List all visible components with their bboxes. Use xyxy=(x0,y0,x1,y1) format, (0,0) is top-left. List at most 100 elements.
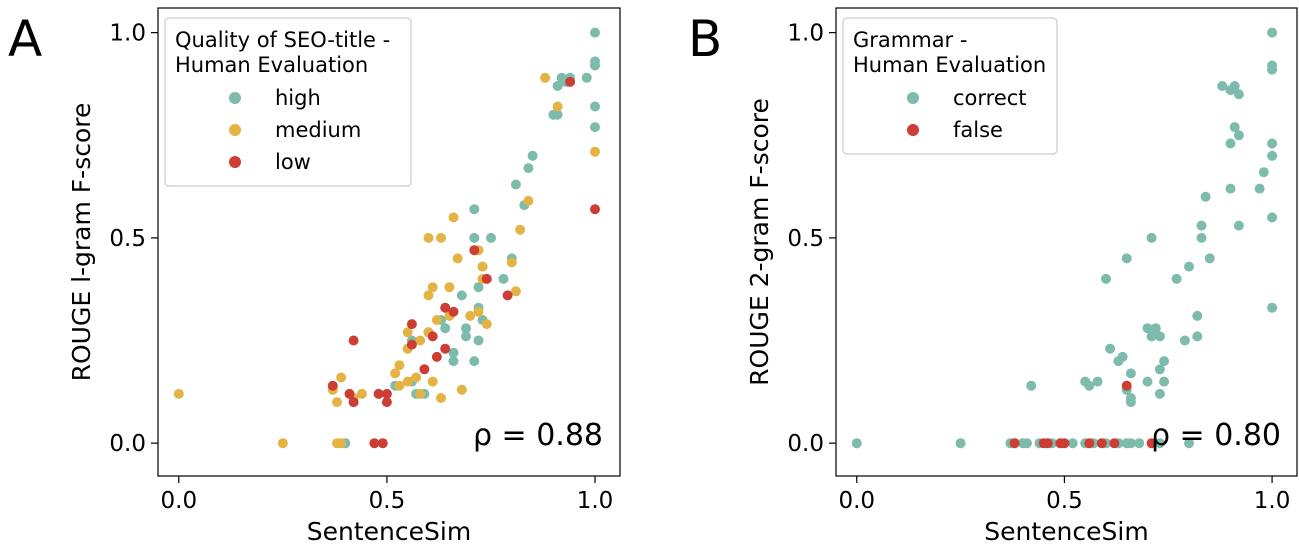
data-point xyxy=(461,331,471,342)
data-point xyxy=(1026,380,1037,391)
data-point xyxy=(427,331,438,342)
data-point xyxy=(1146,438,1157,449)
data-point xyxy=(1146,232,1157,243)
data-point xyxy=(1225,183,1236,194)
data-point xyxy=(1233,89,1244,100)
data-point xyxy=(448,212,459,223)
data-point xyxy=(556,72,567,83)
data-point xyxy=(1121,253,1132,264)
panel-a: A 0.0 0.0 0.5 0.5 1.0 1.0 SentenceSim ROUGE l-gr… xyxy=(8,7,621,546)
data-point xyxy=(332,397,342,408)
data-point xyxy=(1267,302,1278,313)
data-point xyxy=(1146,331,1157,342)
x-tick-label: 0.5 xyxy=(369,488,406,514)
data-point xyxy=(565,76,576,87)
series-low xyxy=(327,76,600,449)
data-point xyxy=(590,60,600,71)
legend-label: false xyxy=(953,118,1003,142)
data-point xyxy=(1267,64,1278,75)
data-point xyxy=(431,315,442,325)
data-point xyxy=(581,72,592,83)
data-point xyxy=(1096,438,1107,449)
data-point xyxy=(344,388,355,399)
data-point xyxy=(1042,438,1053,449)
data-point xyxy=(523,163,534,174)
data-point xyxy=(1125,397,1136,408)
data-point xyxy=(1109,438,1120,449)
series-correct xyxy=(851,27,1278,449)
data-point xyxy=(851,438,862,449)
data-point xyxy=(1134,438,1145,449)
data-point xyxy=(1171,273,1182,284)
data-point xyxy=(1059,438,1070,449)
data-point xyxy=(402,327,413,338)
data-point xyxy=(423,290,434,301)
data-point xyxy=(469,356,480,367)
data-point xyxy=(1154,438,1165,449)
legend: Grammar -Human Evaluation correct false xyxy=(842,17,1058,155)
data-point xyxy=(1154,331,1165,342)
data-point xyxy=(1233,130,1244,141)
data-point xyxy=(1225,138,1236,149)
legend-marker xyxy=(907,92,919,104)
panel-b: B 0.0 0.0 0.5 0.5 1.0 1.0 SentenceSim ROUGE 2-gr… xyxy=(688,7,1298,546)
data-point xyxy=(1067,438,1078,449)
legend-marker xyxy=(907,124,919,136)
x-axis-label: SentenceSim xyxy=(307,517,471,546)
data-point xyxy=(415,388,426,399)
y-tick-label: 0.5 xyxy=(109,226,146,252)
data-point xyxy=(498,273,509,284)
data-point xyxy=(1159,376,1170,387)
data-point xyxy=(427,376,438,387)
legend-marker xyxy=(229,92,241,104)
data-point xyxy=(955,438,966,449)
data-point xyxy=(390,368,401,379)
legend-label: low xyxy=(275,150,311,174)
data-point xyxy=(427,282,438,293)
y-axis-label: ROUGE l-gram F-score xyxy=(67,103,96,382)
data-point xyxy=(448,356,459,367)
data-point xyxy=(527,150,538,161)
data-point xyxy=(1258,167,1269,178)
data-point xyxy=(419,364,430,375)
data-point xyxy=(1267,138,1278,149)
legend-label: high xyxy=(275,86,321,110)
legend-title-line: Human Evaluation xyxy=(853,53,1046,77)
data-point xyxy=(552,81,563,91)
legend-box xyxy=(164,17,412,187)
x-tick-label: 0.5 xyxy=(1046,488,1083,514)
data-point xyxy=(1150,323,1161,334)
legend-marker xyxy=(229,156,241,168)
data-point xyxy=(1121,380,1132,391)
data-point xyxy=(461,323,471,334)
data-point xyxy=(394,360,405,371)
data-point xyxy=(406,339,417,350)
data-point xyxy=(1154,364,1165,375)
data-point xyxy=(1204,253,1215,264)
data-point xyxy=(381,388,392,399)
data-point xyxy=(1267,212,1278,223)
data-point xyxy=(402,376,413,387)
data-point xyxy=(436,393,446,403)
x-tick-label: 0.0 xyxy=(838,488,875,514)
data-point xyxy=(1225,85,1236,96)
data-point xyxy=(440,323,451,334)
data-point xyxy=(406,319,417,330)
data-point xyxy=(1267,27,1278,38)
data-point xyxy=(327,380,338,391)
data-point xyxy=(1092,376,1103,387)
data-point xyxy=(1196,220,1207,231)
data-point xyxy=(336,372,347,383)
data-point xyxy=(456,290,467,301)
data-point xyxy=(510,179,521,190)
y-tick-label: 0.0 xyxy=(787,431,824,457)
legend: Quality of SEO-title -Human Evaluation hi… xyxy=(164,17,412,187)
x-tick-label: 1.0 xyxy=(577,488,614,514)
data-point xyxy=(1105,343,1116,354)
data-point xyxy=(1009,438,1020,449)
data-point xyxy=(1196,232,1207,243)
data-point xyxy=(486,232,496,243)
data-point xyxy=(590,101,600,112)
data-point xyxy=(523,195,534,206)
